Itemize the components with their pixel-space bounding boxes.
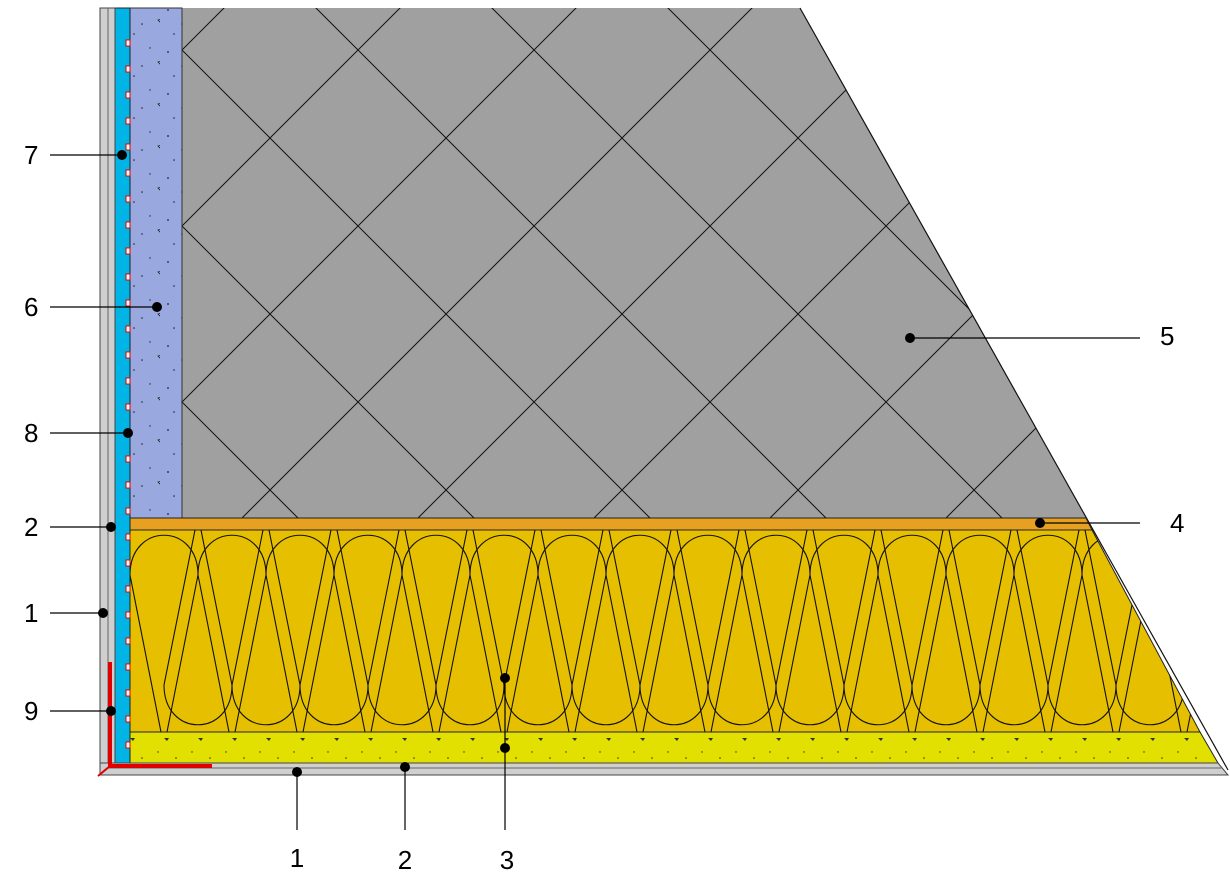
membrane-mark xyxy=(125,143,131,151)
callout-label: 2 xyxy=(24,512,38,542)
membrane-mark xyxy=(125,533,131,541)
leaders xyxy=(50,150,1140,830)
callout-label: 4 xyxy=(1170,508,1184,538)
loop-top xyxy=(945,534,1015,732)
callout-label: 6 xyxy=(24,292,38,322)
callout-label: 9 xyxy=(24,696,38,726)
tile-grid xyxy=(182,8,1086,518)
insulation-pattern xyxy=(130,530,1200,732)
loop-bottom xyxy=(367,530,437,726)
membrane-mark xyxy=(125,689,131,697)
loop-bottom xyxy=(163,530,233,726)
callout-label: 3 xyxy=(500,845,514,875)
loop-top xyxy=(537,534,607,732)
callout-label: 5 xyxy=(1160,321,1174,351)
membrane-mark xyxy=(125,65,131,73)
membrane-mark xyxy=(125,481,131,489)
membrane-mark xyxy=(125,455,131,463)
membrane-mark xyxy=(125,221,131,229)
loop-bottom xyxy=(571,530,641,726)
loop-top xyxy=(333,534,403,732)
loop-bottom xyxy=(1183,530,1200,726)
loop-top xyxy=(401,534,471,732)
loop-top xyxy=(605,534,675,732)
loop-top xyxy=(877,534,947,732)
membrane-mark xyxy=(125,741,131,749)
loop-top xyxy=(741,534,811,732)
loop-bottom xyxy=(707,530,777,726)
loop-bottom xyxy=(231,530,301,726)
membrane-mark xyxy=(125,39,131,47)
membrane-mark xyxy=(125,637,131,645)
callout-label: 1 xyxy=(24,598,38,628)
membrane-mark xyxy=(125,559,131,567)
membrane-mark xyxy=(125,663,131,671)
membrane-mark xyxy=(125,273,131,281)
membrane-mark xyxy=(125,325,131,333)
loop-bottom xyxy=(843,530,913,726)
membrane-mark xyxy=(125,585,131,593)
loop-bottom xyxy=(775,530,845,726)
loop-top xyxy=(1013,534,1083,732)
outer-floor-strip xyxy=(99,762,1230,776)
membrane-mark xyxy=(125,247,131,255)
membrane-mark xyxy=(125,507,131,515)
loop-bottom xyxy=(979,530,1049,726)
membrane-mark xyxy=(125,611,131,619)
loop-bottom xyxy=(639,530,709,726)
membrane-mark xyxy=(125,91,131,99)
membrane-mark xyxy=(125,403,131,411)
membrane-mark xyxy=(125,195,131,203)
membrane-mark xyxy=(125,377,131,385)
loop-top xyxy=(469,534,539,732)
membrane-mark xyxy=(125,351,131,359)
loop-top xyxy=(197,534,267,732)
callout-label: 1 xyxy=(290,843,304,873)
slope-edge xyxy=(799,7,1229,771)
callout-label: 7 xyxy=(24,140,38,170)
loop-top xyxy=(809,534,879,732)
screed-speckle xyxy=(130,732,1218,763)
wall-speckle xyxy=(130,8,182,518)
loop-bottom xyxy=(1047,530,1117,726)
loop-top xyxy=(130,534,199,732)
membrane-mark xyxy=(125,117,131,125)
membrane-mark xyxy=(125,169,131,177)
callout-label: 2 xyxy=(398,845,412,875)
angle-tip xyxy=(97,765,111,777)
loop-top xyxy=(673,534,743,732)
loop-bottom xyxy=(299,530,369,726)
membrane-mark xyxy=(125,299,131,307)
loop-top xyxy=(265,534,335,732)
callout-label: 8 xyxy=(24,418,38,448)
separation-layer xyxy=(129,517,1093,531)
loop-bottom xyxy=(435,530,505,726)
loop-bottom xyxy=(911,530,981,726)
loop-bottom xyxy=(503,530,573,726)
membrane-mark xyxy=(125,715,131,723)
